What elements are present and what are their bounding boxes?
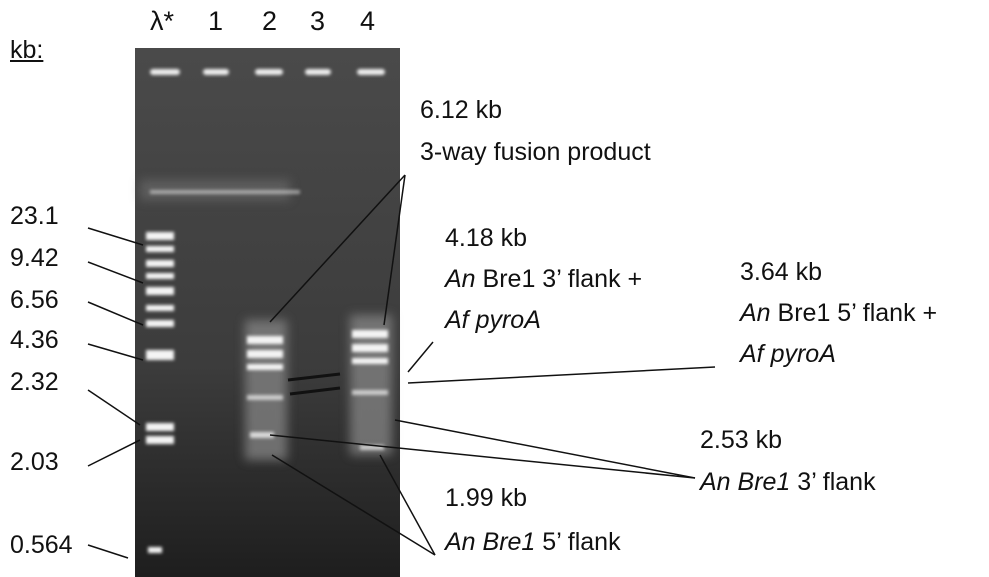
lane-label: λ*	[150, 8, 174, 35]
annotation-line: An Bre1 5’ flank	[445, 530, 621, 555]
lane-label: 4	[360, 8, 375, 35]
annotation-text: 1.99 kb	[445, 484, 527, 512]
ladder-label: 9.42	[10, 246, 59, 271]
annotation-line: An Bre1 3’ flank +	[445, 267, 642, 292]
lane-label: 3	[310, 8, 325, 35]
annotation-text: 2.53 kb	[700, 426, 782, 454]
lane-label: 2	[262, 8, 277, 35]
gel	[135, 48, 400, 577]
ladder-label: 4.36	[10, 328, 59, 353]
figure: kb: λ* 1 2 3 4 23.1 9.42 6.56 4.36 2.32 2.03 0.564 6…	[0, 0, 989, 577]
annotation-text: An	[740, 299, 771, 327]
annotation-text: 4.18 kb	[445, 224, 527, 252]
annotation-text: 3’ flank	[790, 468, 875, 496]
annotation-text: 3-way fusion product	[420, 138, 651, 166]
ladder-label: 23.1	[10, 204, 59, 229]
ladder-label: 2.32	[10, 370, 59, 395]
axis-label: kb:	[10, 38, 43, 63]
annotation-text: 5’ flank	[535, 528, 620, 556]
annotation-text: An	[445, 265, 476, 293]
ladder-label: 2.03	[10, 450, 59, 475]
annotation-line: Af pyroA	[445, 308, 541, 333]
annotation-text: Bre1 5’ flank +	[771, 299, 938, 327]
annotation-text: An Bre1	[445, 528, 535, 556]
annotation-line: 4.18 kb	[445, 226, 527, 251]
annotation-line: 2.53 kb	[700, 428, 782, 453]
lane-label: 1	[208, 8, 223, 35]
annotation-text: An Bre1	[700, 468, 790, 496]
annotation-line: Af pyroA	[740, 342, 836, 367]
ladder-label: 0.564	[10, 533, 73, 558]
annotation-line: 3-way fusion product	[420, 140, 651, 165]
annotation-line: An Bre1 5’ flank +	[740, 301, 937, 326]
annotation-text: 6.12 kb	[420, 96, 502, 124]
annotation-text: Af pyroA	[740, 340, 836, 368]
annotation-line: An Bre1 3’ flank	[700, 470, 876, 495]
annotation-line: 1.99 kb	[445, 486, 527, 511]
annotation-line: 6.12 kb	[420, 98, 502, 123]
annotation-text: 3.64 kb	[740, 258, 822, 286]
annotation-text: Af pyroA	[445, 306, 541, 334]
ladder-label: 6.56	[10, 288, 59, 313]
annotation-line: 3.64 kb	[740, 260, 822, 285]
annotation-text: Bre1 3’ flank +	[476, 265, 643, 293]
